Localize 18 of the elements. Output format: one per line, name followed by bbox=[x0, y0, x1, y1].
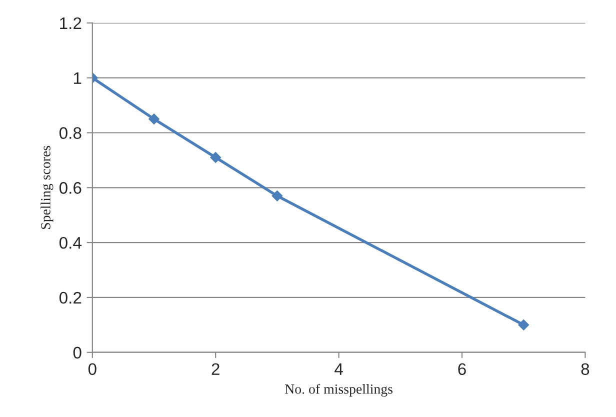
y-tick-label: 0.8 bbox=[59, 127, 82, 139]
y-tick-label: 0 bbox=[73, 346, 82, 359]
y-axis-title: Spelling scores bbox=[40, 146, 54, 229]
x-tick-label: 8 bbox=[581, 363, 590, 376]
point bbox=[272, 190, 283, 202]
point bbox=[148, 114, 160, 124]
x-tick-label: 4 bbox=[334, 363, 343, 375]
x-axis-title: No. of misspellings bbox=[284, 384, 393, 397]
x-tick-label: 6 bbox=[458, 363, 466, 376]
x-tick-label: 2 bbox=[212, 363, 220, 375]
y-tick-label: 1 bbox=[74, 72, 82, 84]
point bbox=[518, 319, 530, 330]
y-tick-label: 0.6 bbox=[59, 182, 82, 194]
point bbox=[210, 152, 222, 163]
x-tick-label: 0 bbox=[88, 363, 96, 376]
y-tick-label: 0.4 bbox=[59, 236, 82, 249]
y-tick-label: 0.2 bbox=[59, 292, 82, 304]
y-tick-label: 1.2 bbox=[60, 17, 82, 29]
